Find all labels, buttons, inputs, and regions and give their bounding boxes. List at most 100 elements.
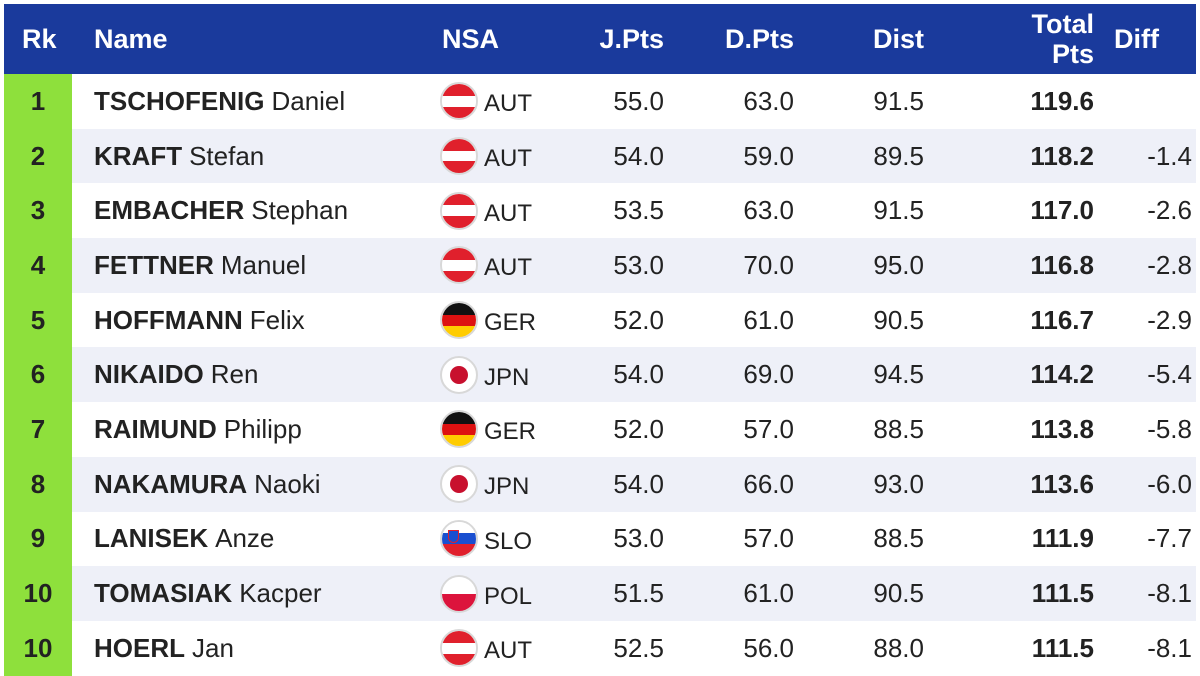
jump-points-cell: 54.0 xyxy=(613,140,664,171)
athlete-first-name: Manuel xyxy=(220,249,307,280)
jump-points-cell: 52.0 xyxy=(613,304,664,335)
total-points-cell: 118.2 xyxy=(1030,140,1094,171)
rank-cell: 7 xyxy=(4,402,72,457)
header-jump-points[interactable]: J.Pts xyxy=(599,23,664,54)
total-points-cell: 116.8 xyxy=(1030,249,1094,280)
athlete-last-name: NIKAIDO xyxy=(94,359,204,390)
athlete-last-name: KRAFT xyxy=(94,140,183,171)
table-row[interactable]: 2 KRAFT Stefan AUT 54.0 59.0 89.5 118.2 -1.4 xyxy=(4,128,1196,184)
table-row[interactable]: 1 TSCHOFENIG Daniel AUT 55.0 63.0 91.5 119.6 xyxy=(4,74,1196,129)
header-diff[interactable]: Diff xyxy=(1114,23,1159,54)
aut-flag-icon xyxy=(440,137,478,176)
athlete-name[interactable]: HOERL Jan xyxy=(94,621,234,676)
athlete-name[interactable]: TOMASIAK Kacper xyxy=(94,566,322,621)
nsa-code: AUT xyxy=(484,637,532,665)
nsa-cell: SLO xyxy=(440,512,532,567)
header-rank[interactable]: Rk xyxy=(22,23,57,54)
nsa-cell: AUT xyxy=(440,74,532,129)
diff-cell: -7.7 xyxy=(1147,523,1192,554)
distance-points-cell: 57.0 xyxy=(743,413,794,444)
athlete-name[interactable]: HOFFMANN Felix xyxy=(94,293,305,348)
athlete-last-name: EMBACHER xyxy=(94,195,245,226)
distance-points-cell: 63.0 xyxy=(743,85,794,116)
jpn-flag-icon xyxy=(440,465,478,504)
rank-cell: 10 xyxy=(4,566,72,621)
athlete-last-name: HOERL xyxy=(94,632,185,663)
nsa-cell: POL xyxy=(440,566,532,621)
athlete-name[interactable]: TSCHOFENIG Daniel xyxy=(94,74,345,129)
athlete-name[interactable]: NIKAIDO Ren xyxy=(94,347,258,402)
diff-cell: -1.4 xyxy=(1147,140,1192,171)
rank-cell: 8 xyxy=(4,456,72,512)
header-distance[interactable]: Dist xyxy=(872,23,924,54)
table-row[interactable]: 9 LANISEK Anze SLO 53.0 57.0 88.5 111.9 -7.7 xyxy=(4,511,1196,567)
athlete-name[interactable]: FETTNER Manuel xyxy=(94,238,306,293)
nsa-code: SLO xyxy=(484,527,533,555)
athlete-name[interactable]: NAKAMURA Naoki xyxy=(94,457,321,512)
table-row[interactable]: 10 TOMASIAK Kacper POL 51.5 61.0 90.5 111.5 -8.1 xyxy=(4,566,1196,621)
header-total-points[interactable]: Total Pts xyxy=(964,4,1095,74)
table-row[interactable]: 7 RAIMUND Philipp GER 52.0 57.0 88.5 113.8 -5.8 xyxy=(4,402,1196,457)
nsa-code: AUT xyxy=(484,145,532,173)
jump-points-cell: 53.0 xyxy=(613,249,664,280)
rank-cell: 9 xyxy=(4,511,72,567)
header-name[interactable]: Name xyxy=(94,23,168,54)
table-row[interactable]: 5 HOFFMANN Felix GER 52.0 61.0 90.5 116.7 -2.9 xyxy=(4,292,1196,348)
distance-points-cell: 61.0 xyxy=(743,578,794,609)
athlete-first-name: Ren xyxy=(210,359,259,390)
jpn-flag-icon xyxy=(440,355,478,394)
jump-points-cell: 53.0 xyxy=(613,523,664,554)
distance-points-cell: 70.0 xyxy=(743,249,794,280)
distance-points-cell: 61.0 xyxy=(743,304,794,335)
rank-cell: 10 xyxy=(4,620,72,676)
distance-cell: 91.5 xyxy=(873,85,924,116)
table-row[interactable]: 6 NIKAIDO Ren JPN 54.0 69.0 94.5 114.2 -5.4 xyxy=(4,347,1196,403)
distance-cell: 90.5 xyxy=(873,578,924,609)
table-header: Rk Name NSA J.Pts D.Pts Dist Total Pts D… xyxy=(4,4,1196,74)
nsa-cell: AUT xyxy=(440,183,532,238)
jump-points-cell: 55.0 xyxy=(613,85,664,116)
athlete-last-name: FETTNER xyxy=(94,249,214,280)
aut-flag-icon xyxy=(440,191,478,230)
nsa-code: JPN xyxy=(484,473,530,501)
table-row[interactable]: 4 FETTNER Manuel AUT 53.0 70.0 95.0 116.8 -2.8 xyxy=(4,238,1196,293)
aut-flag-icon xyxy=(440,629,478,668)
athlete-last-name: HOFFMANN xyxy=(94,304,243,335)
distance-cell: 88.5 xyxy=(873,413,924,444)
nsa-cell: AUT xyxy=(440,621,532,676)
jump-points-cell: 54.0 xyxy=(613,468,664,499)
athlete-name[interactable]: RAIMUND Philipp xyxy=(94,402,302,457)
header-total-line2: Pts xyxy=(1051,39,1094,69)
athlete-name[interactable]: LANISEK Anze xyxy=(94,512,274,567)
athlete-name[interactable]: EMBACHER Stephan xyxy=(94,183,348,238)
nsa-cell: AUT xyxy=(440,238,532,293)
athlete-first-name: Daniel xyxy=(271,85,346,116)
distance-cell: 93.0 xyxy=(873,468,924,499)
nsa-cell: GER xyxy=(440,402,536,457)
table-row[interactable]: 8 NAKAMURA Naoki JPN 54.0 66.0 93.0 113.6 -6.0 xyxy=(4,456,1196,512)
nsa-code: AUT xyxy=(484,199,532,227)
nsa-code: AUT xyxy=(484,90,532,118)
table-row[interactable]: 3 EMBACHER Stephan AUT 53.5 63.0 91.5 117.0 -2.6 xyxy=(4,183,1196,239)
athlete-first-name: Anze xyxy=(215,523,275,554)
athlete-last-name: NAKAMURA xyxy=(94,468,248,499)
rank-cell: 2 xyxy=(4,128,72,184)
nsa-cell: AUT xyxy=(440,129,532,184)
table-row[interactable]: 10 HOERL Jan AUT 52.5 56.0 88.0 111.5 -8.1 xyxy=(4,620,1196,676)
athlete-first-name: Jan xyxy=(192,632,234,663)
ger-flag-icon xyxy=(440,301,478,340)
distance-points-cell: 56.0 xyxy=(743,632,794,663)
jump-points-cell: 51.5 xyxy=(613,578,664,609)
athlete-first-name: Stephan xyxy=(251,195,349,226)
nsa-code: AUT xyxy=(484,254,532,282)
aut-flag-icon xyxy=(440,246,478,285)
jump-points-cell: 52.0 xyxy=(613,413,664,444)
total-points-cell: 113.6 xyxy=(1030,468,1094,499)
header-nsa[interactable]: NSA xyxy=(442,23,500,54)
header-distance-points[interactable]: D.Pts xyxy=(724,23,794,54)
distance-cell: 89.5 xyxy=(873,140,924,171)
jump-points-cell: 53.5 xyxy=(613,195,664,226)
rank-cell: 5 xyxy=(4,292,72,348)
athlete-name[interactable]: KRAFT Stefan xyxy=(94,129,264,184)
